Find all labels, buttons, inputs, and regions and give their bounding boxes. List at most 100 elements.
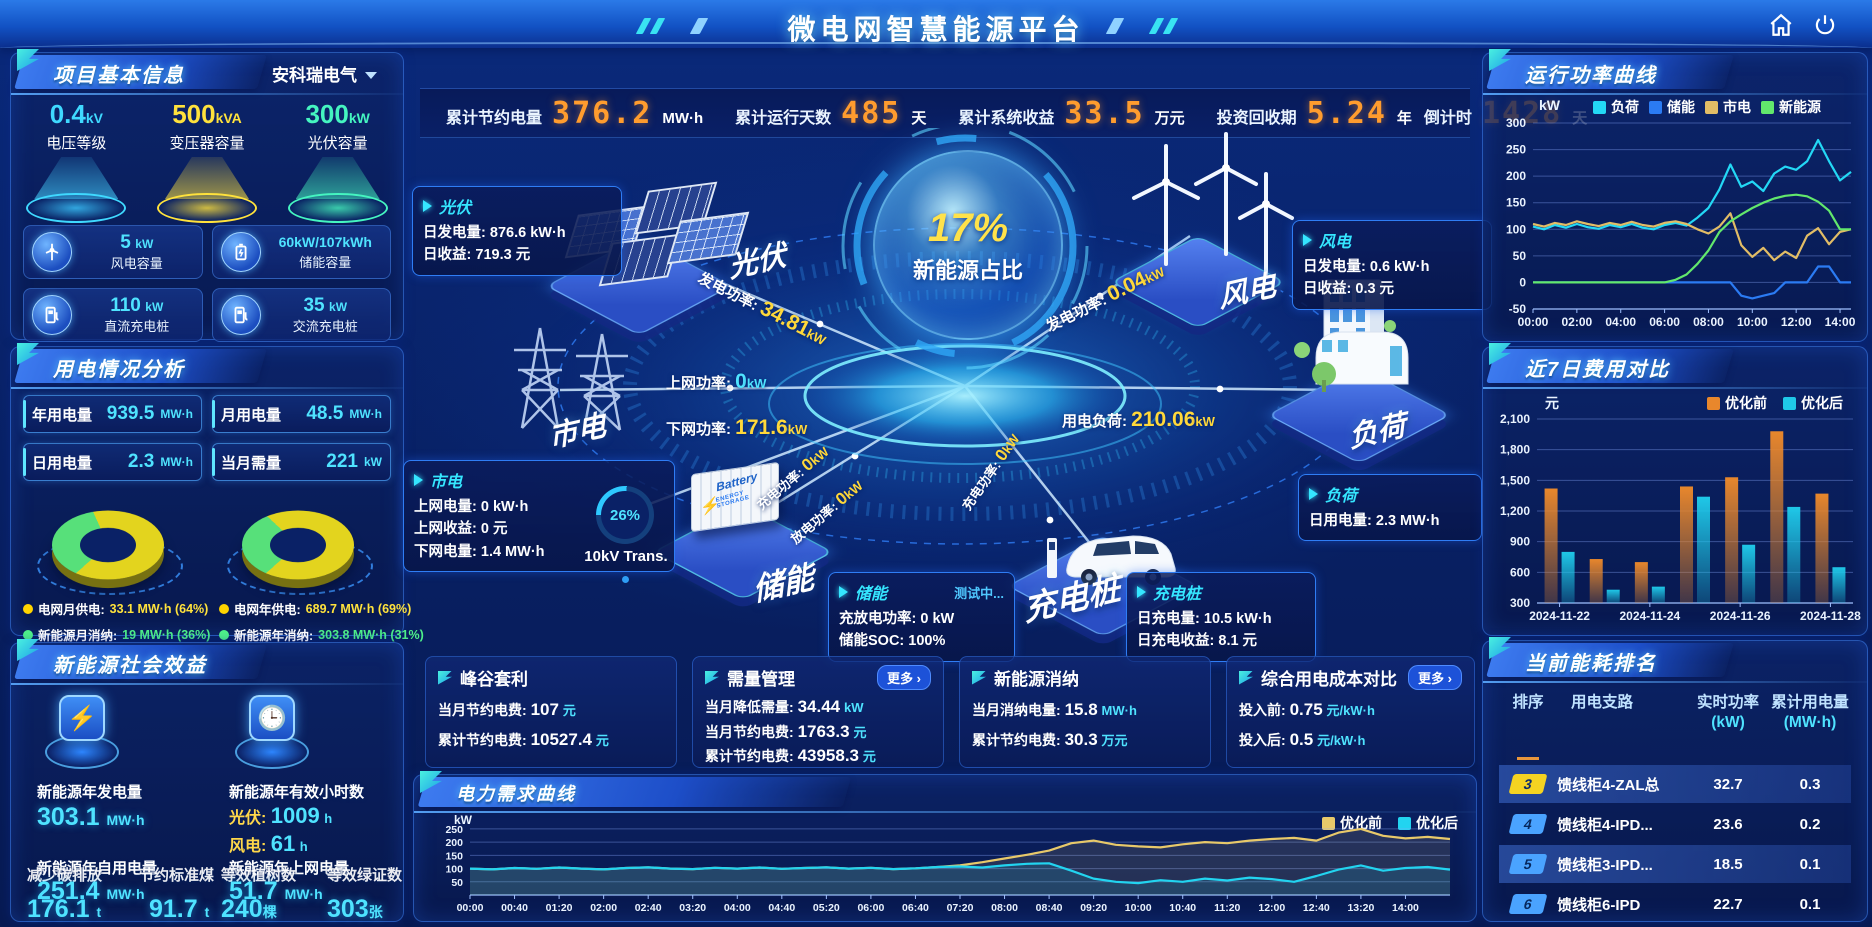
table-row[interactable]: 5 馈线柜3-IPD... 18.5 0.1: [1499, 845, 1851, 883]
storage-status-tag: 测试中...: [954, 585, 1004, 601]
cost-legend: 优化前 优化后: [1707, 393, 1843, 413]
company-dropdown[interactable]: 安科瑞电气: [272, 61, 377, 86]
home-icon[interactable]: [1768, 12, 1794, 38]
wind-info-box: 风电 日发电量: 0.6 kW·h 日收益: 0.3 元: [1292, 220, 1492, 310]
legend-item-优化后[interactable]: 优化后: [1398, 813, 1458, 833]
svg-text:250: 250: [1506, 143, 1526, 157]
arrow-icon: [1303, 234, 1312, 246]
legend-item-优化前[interactable]: 优化前: [1707, 393, 1767, 413]
svg-text:2024-11-22: 2024-11-22: [1529, 609, 1590, 623]
svg-text:08:00: 08:00: [1693, 315, 1724, 329]
svg-text:04:40: 04:40: [768, 902, 795, 914]
power-icon[interactable]: [1812, 12, 1838, 38]
svg-text:150: 150: [1506, 196, 1526, 210]
svg-text:00:00: 00:00: [1518, 315, 1549, 329]
transformer-load-gauge: 26%: [596, 486, 654, 544]
stat-month-usage: 月用电量 48.5 MW·h: [212, 395, 391, 433]
chevron-down-icon: [365, 71, 377, 79]
svg-text:900: 900: [1510, 535, 1530, 549]
renewable-ratio-label: 新能源占比: [912, 257, 1023, 283]
wind-icon: [32, 232, 72, 272]
charger-info-box: 充电桩 日充电量: 10.5 kW·h 日充电收益: 8.1 元: [1126, 572, 1316, 662]
demand-management-card: 需量管理 更多 › 当月降低需量: 34.44 kW 当月节约电费: 1763.3…: [692, 656, 944, 768]
svg-text:10:00: 10:00: [1737, 315, 1768, 329]
demand-more-button[interactable]: 更多 ›: [877, 665, 931, 690]
pv-info-box: 光伏 日发电量: 876.6 kW·h 日收益: 719.3 元: [412, 186, 622, 276]
wind-turbine-icon: [1132, 132, 1294, 276]
cost-more-button[interactable]: 更多 ›: [1408, 665, 1462, 690]
demand-legend: 优化前 优化后: [1322, 813, 1458, 833]
svg-text:100: 100: [1506, 222, 1526, 236]
header-deco-right: [1105, 18, 1179, 34]
svg-text:11:20: 11:20: [1214, 902, 1240, 914]
certs-value: 303张: [327, 895, 383, 923]
legend-item-市电[interactable]: 市电: [1705, 97, 1751, 117]
gen-value: 303.1 MW·h: [37, 803, 145, 831]
svg-text:0: 0: [1519, 275, 1526, 289]
demand-curve-title: 电力需求曲线: [414, 771, 1476, 813]
svg-text:200: 200: [1506, 169, 1526, 183]
legend-item-新能源[interactable]: 新能源: [1761, 97, 1821, 117]
svg-text:00:40: 00:40: [501, 902, 528, 914]
co2-label: 减少碳排放: [27, 867, 103, 884]
stat-year-usage: 年用电量 939.5 MW·h: [23, 395, 202, 433]
svg-text:300: 300: [1510, 596, 1530, 610]
svg-text:12:00: 12:00: [1781, 315, 1812, 329]
corner-icon: [1239, 670, 1253, 685]
coal-value: 91.7 t: [149, 895, 210, 923]
svg-text:06:40: 06:40: [902, 902, 929, 914]
corner-icon: [972, 670, 986, 685]
svg-text:1,500: 1,500: [1500, 473, 1530, 487]
svg-text:50: 50: [451, 877, 463, 889]
project-info-panel: 项目基本信息 安科瑞电气 0.4kV 电压等级 500kVA 变压器容量 300…: [10, 49, 404, 342]
table-row[interactable]: 3 馈线柜4-ZAL总 32.7 0.3: [1499, 765, 1851, 803]
svg-text:200: 200: [445, 837, 463, 849]
ranking-header: 排序 用电支路 实时功率 (kW) 累计用电量 (MW·h): [1512, 694, 1849, 732]
card-ac-charger: 35 kW 交流充电桩: [211, 288, 391, 342]
power-legend: 负荷 储能 市电 新能源: [1593, 97, 1821, 117]
corner-icon: [705, 670, 719, 685]
renewable-ratio-value: 17%: [927, 205, 1009, 250]
transformer-load-value: 26%: [609, 506, 641, 524]
grid-platform: [492, 298, 652, 448]
load-info-box: 负荷 日用电量: 2.3 MW·h: [1298, 474, 1482, 542]
charger-icon: [32, 295, 72, 335]
svg-text:06:00: 06:00: [1649, 315, 1680, 329]
charger-icon: [220, 295, 261, 335]
pedestal-transformer: 500kVA 变压器容量: [148, 99, 266, 223]
legend-item-储能[interactable]: 储能: [1649, 97, 1695, 117]
cost-compare-panel: 近7日费用对比 元 优化前 优化后 300 600 900 1,200 1,500 1,80…: [1482, 343, 1868, 636]
storage-info-box: 储能 测试中... 充放电功率: 0 kW 储能SOC: 100%: [828, 572, 1015, 662]
social-benefit-panel: 新能源社会效益 ⚡ 🕒 新能源年发电量 303.1 MW·h 新能源年有效小时数…: [10, 639, 404, 923]
page-title: 微电网智慧能源平台: [787, 14, 1085, 45]
legend-item-优化后[interactable]: 优化后: [1783, 393, 1843, 413]
table-row[interactable]: 6 馈线柜6-IPD 22.7 0.1: [1499, 885, 1851, 915]
renewable-consumption-card: 新能源消纳 当月消纳电量: 15.8 MW·h 累计节约电费: 30.3 万元: [959, 656, 1211, 768]
header-deco-left: [635, 18, 709, 34]
ranking-rows: 3 馈线柜4-ZAL总 32.7 0.3 4 馈线柜4-IPD... 23.6 0.…: [1499, 765, 1851, 915]
legend-item-负荷[interactable]: 负荷: [1593, 97, 1639, 117]
gen-label: 新能源年发电量: [37, 784, 143, 801]
svg-text:02:00: 02:00: [1562, 315, 1593, 329]
legend-item-优化前[interactable]: 优化前: [1322, 813, 1382, 833]
svg-text:100: 100: [445, 864, 463, 876]
svg-text:250: 250: [445, 824, 463, 836]
legend-swatch: [1593, 100, 1606, 114]
power-analysis-title: 用电情况分析: [11, 343, 403, 389]
svg-text:01:20: 01:20: [546, 902, 573, 914]
certs-label: 等效绿证数: [327, 867, 403, 884]
legend-swatch: [1398, 816, 1411, 830]
svg-text:2024-11-26: 2024-11-26: [1710, 609, 1771, 623]
peak-valley-card: 峰谷套利 当月节约电费: 107 元 累计节约电费: 10527.4 元: [425, 656, 677, 768]
legend-renew-month: 新能源月消纳: 19 MW·h (36%): [11, 625, 210, 644]
svg-text:10:40: 10:40: [1169, 902, 1196, 914]
svg-text:08:40: 08:40: [1036, 902, 1063, 914]
legend-swatch: [1705, 100, 1718, 114]
arrow-icon: [1309, 488, 1318, 500]
svg-text:10:00: 10:00: [1125, 902, 1152, 914]
legend-swatch: [1707, 396, 1720, 410]
svg-text:14:00: 14:00: [1392, 902, 1419, 914]
table-row[interactable]: 4 馈线柜4-IPD... 23.6 0.2: [1499, 805, 1851, 843]
cost-y-unit: 元: [1545, 395, 1559, 411]
cost-compare-chart: 300 600 900 1,200 1,500 1,800 2,100 2024-11-22 2…: [1500, 413, 1861, 623]
